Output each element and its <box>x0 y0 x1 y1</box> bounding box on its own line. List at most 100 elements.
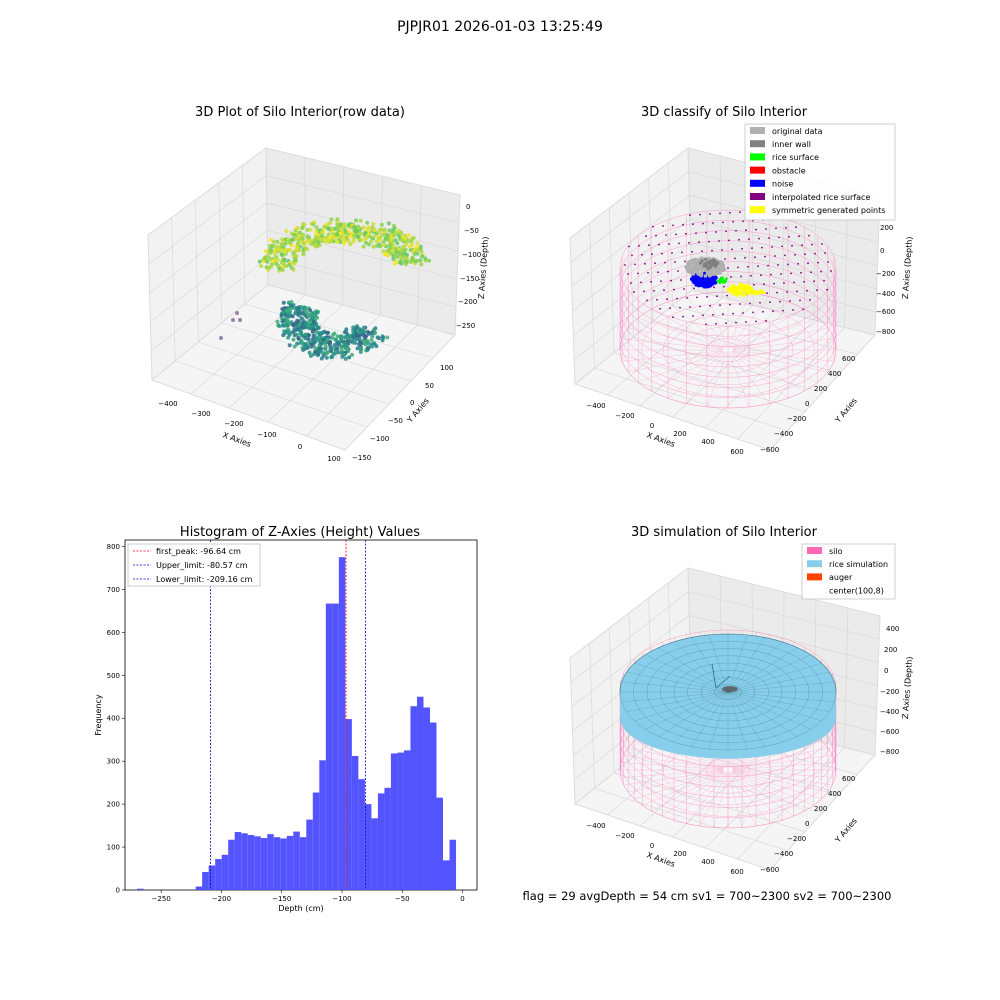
interpolated-point <box>755 320 757 323</box>
interpolated-point <box>631 254 633 257</box>
data-point <box>336 226 341 231</box>
data-point <box>373 326 378 331</box>
data-point <box>358 349 363 354</box>
classified-point <box>707 272 712 277</box>
interpolated-point <box>774 255 776 257</box>
interpolated-point <box>679 306 681 309</box>
panel-classify-3d: 3D classify of Silo Interior original da… <box>569 105 914 456</box>
data-point <box>272 251 277 256</box>
interpolated-point <box>667 270 669 273</box>
silo-floor-spoke <box>732 350 828 373</box>
data-point <box>360 332 365 337</box>
silo-floor-spoke <box>651 308 725 349</box>
silo-floor-ring <box>706 338 750 362</box>
classified-point <box>699 271 704 276</box>
data-point <box>265 259 270 264</box>
data-point <box>312 313 317 318</box>
silo-floor-spoke <box>686 296 727 348</box>
silo-floor-spoke <box>730 772 783 821</box>
classified-point <box>700 279 705 284</box>
classified-point <box>735 292 739 296</box>
interpolated-point <box>806 289 808 292</box>
interpolated-point <box>767 264 769 267</box>
interpolated-point <box>821 243 823 245</box>
classified-point <box>718 271 722 275</box>
classified-point <box>684 265 689 270</box>
rice-mesh-spoke <box>621 691 729 703</box>
data-point <box>302 346 307 351</box>
interpolated-point <box>718 240 720 242</box>
panel2-ytick: −400 <box>774 430 793 438</box>
grid-line <box>175 360 368 428</box>
interpolated-point <box>661 252 663 255</box>
data-point <box>391 253 396 258</box>
silo-floor-spoke <box>686 352 727 404</box>
grid-line <box>218 182 222 324</box>
histogram-bar <box>280 838 287 890</box>
silo-floor-spoke <box>622 338 723 350</box>
interpolated-point <box>826 288 828 291</box>
data-point <box>326 226 331 231</box>
data-point <box>316 240 321 245</box>
panel2-ztick: −600 <box>876 308 895 316</box>
ytick-label: 600 <box>107 629 120 637</box>
classified-point <box>720 280 724 284</box>
data-point <box>371 244 376 249</box>
interpolated-point <box>739 211 741 214</box>
data-point <box>336 342 341 347</box>
panel1-points <box>219 217 432 361</box>
histogram-reference-lines <box>209 540 366 890</box>
data-point <box>365 347 370 352</box>
panel2-xtick: 400 <box>701 438 714 446</box>
rice-mesh-spoke <box>626 672 729 693</box>
interpolated-point <box>728 239 730 242</box>
data-point <box>294 226 299 231</box>
interpolated-point <box>706 295 708 298</box>
data-point <box>322 224 327 229</box>
classified-point <box>736 285 741 289</box>
silo-floor-spoke <box>728 352 750 407</box>
data-point <box>363 231 368 235</box>
data-point <box>355 325 360 330</box>
panel2-title: 3D classify of Silo Interior <box>641 105 808 120</box>
interpolated-point <box>698 241 700 244</box>
data-point <box>385 249 390 254</box>
classified-point <box>756 291 760 295</box>
classified-point <box>700 282 704 286</box>
data-point <box>346 341 351 346</box>
legend-label: silo <box>829 547 843 556</box>
interpolated-point <box>646 299 648 302</box>
interpolated-point <box>771 246 773 248</box>
data-point <box>280 267 285 272</box>
data-point <box>309 323 314 327</box>
rice-mesh-spoke <box>727 641 783 693</box>
data-point <box>339 334 344 339</box>
panel4-title: 3D simulation of Silo Interior <box>631 525 818 540</box>
classified-point <box>691 272 696 276</box>
interpolated-point <box>817 261 819 264</box>
panel4-ztick: 400 <box>886 625 899 633</box>
rice-mesh-spoke <box>727 691 822 722</box>
rice-mesh-spoke <box>690 691 729 747</box>
data-point <box>305 234 310 239</box>
histogram-bar <box>449 839 457 890</box>
histogram-bar <box>410 706 417 890</box>
data-point <box>361 244 366 249</box>
data-point <box>356 225 361 230</box>
data-point <box>354 333 359 338</box>
interpolated-point <box>715 231 717 233</box>
interpolated-point <box>735 229 737 232</box>
data-point <box>312 243 317 248</box>
grid-line <box>148 175 267 265</box>
interpolated-point <box>759 301 761 304</box>
histogram-bar <box>403 750 411 890</box>
data-point <box>361 329 366 334</box>
rice-mesh-spoke <box>727 691 811 730</box>
histogram-bar <box>319 760 326 890</box>
panel1-zlabel: Z Axies (Depth) <box>477 236 490 299</box>
data-point <box>370 236 375 241</box>
data-point <box>342 352 347 357</box>
data-point <box>288 310 293 314</box>
interpolated-point <box>654 262 656 265</box>
interpolated-point <box>699 213 701 216</box>
